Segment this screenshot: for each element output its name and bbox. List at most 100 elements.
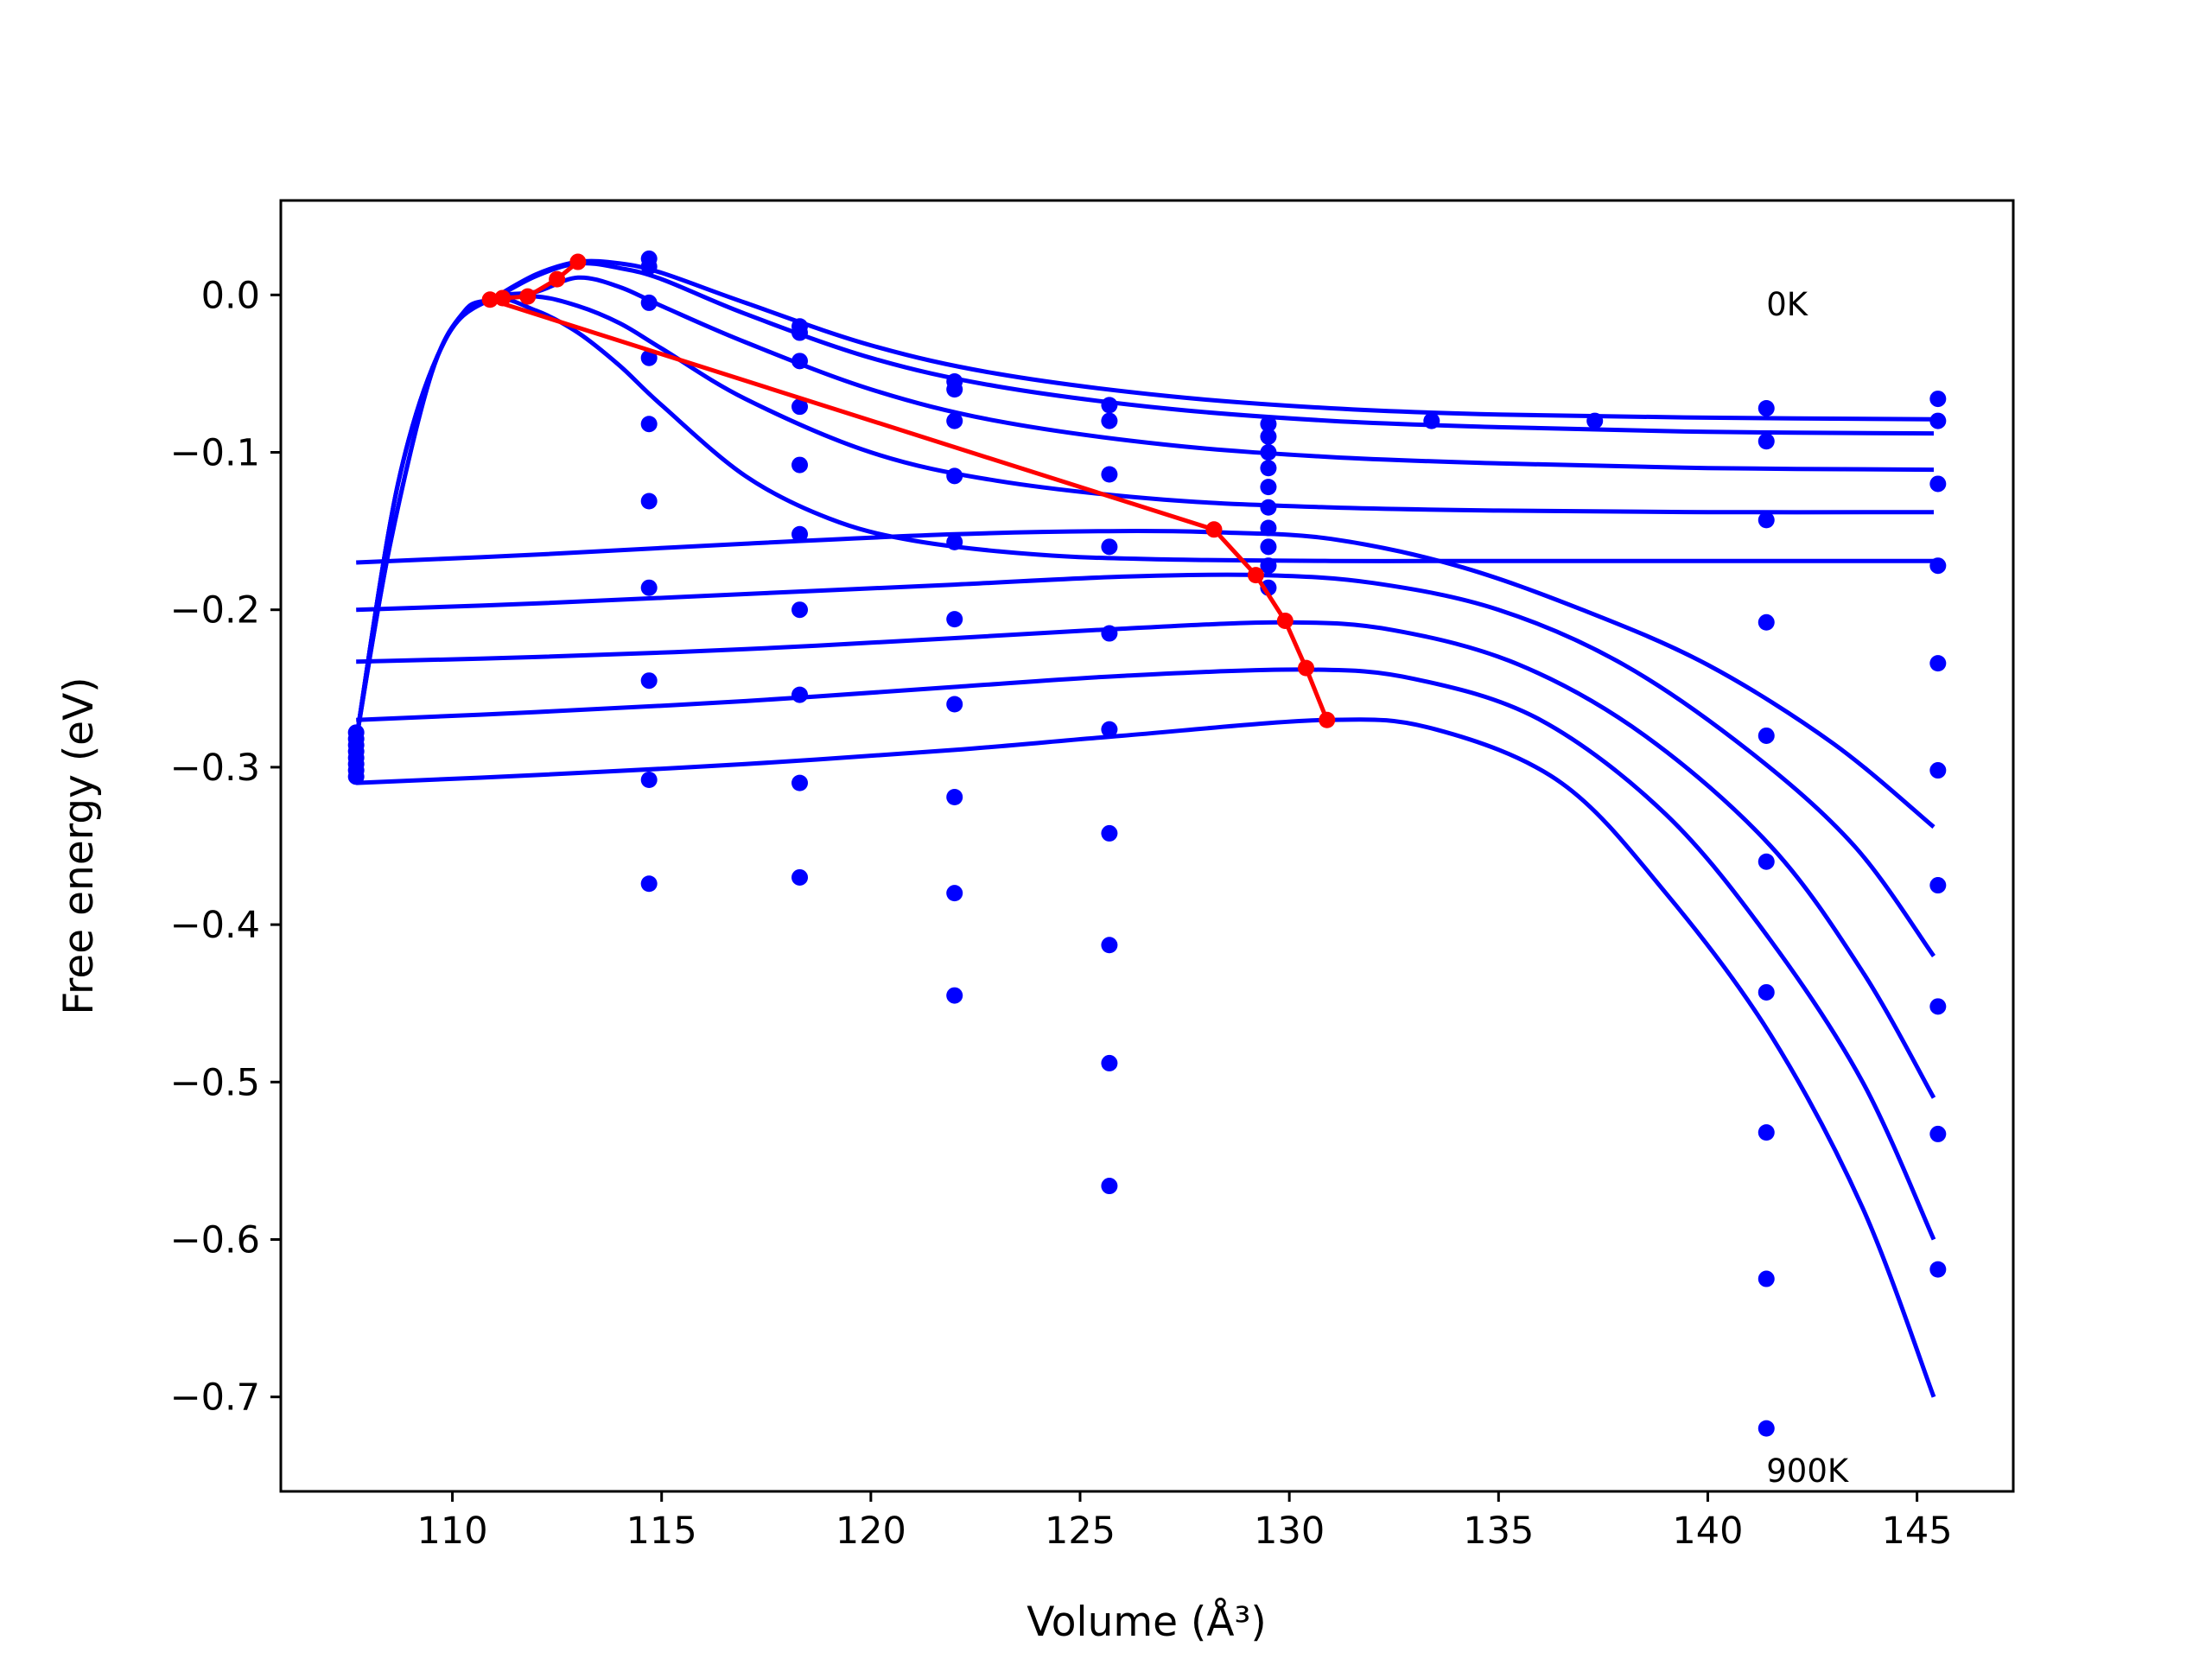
fitted-curve-6 xyxy=(356,529,1936,830)
data-point xyxy=(640,875,658,893)
data-point xyxy=(640,771,658,788)
x-tick-label: 125 xyxy=(1045,1510,1116,1553)
data-point xyxy=(1929,655,1947,672)
fitted-curve-8 xyxy=(356,620,1936,1099)
data-point xyxy=(1423,412,1440,429)
y-tick-label: −0.6 xyxy=(170,1218,260,1262)
data-point xyxy=(946,987,963,1004)
data-point xyxy=(1929,475,1947,493)
data-point xyxy=(1758,433,1775,450)
data-point xyxy=(347,768,365,785)
y-tick-label: 0.0 xyxy=(201,274,260,317)
fitted-curve-10 xyxy=(356,717,1936,1398)
annotations: 0K 900K xyxy=(1766,286,1850,1490)
data-point xyxy=(640,579,658,596)
data-point xyxy=(1929,1261,1947,1278)
data-point xyxy=(1758,983,1775,1001)
data-point xyxy=(946,885,963,902)
equilibrium-path xyxy=(481,253,1336,728)
x-axis-label: Volume (Å³) xyxy=(1027,1599,1266,1646)
y-tick-label: −0.1 xyxy=(170,432,260,475)
x-tick-label: 110 xyxy=(417,1510,488,1553)
data-point xyxy=(640,416,658,433)
data-point xyxy=(791,774,809,791)
data-point xyxy=(946,789,963,806)
equilibrium-point xyxy=(1319,711,1336,728)
y-tick-label: −0.4 xyxy=(170,904,260,947)
y-axis-ticks: 0.0 −0.1 −0.2 −0.3 −0.4 −0.5 −0.6 −0.7 xyxy=(170,274,281,1420)
equilibrium-point xyxy=(519,288,537,305)
x-tick-label: 130 xyxy=(1254,1510,1325,1553)
data-point xyxy=(640,493,658,510)
plot-frame xyxy=(279,199,2015,1493)
equilibrium-path-line xyxy=(487,260,1330,721)
data-point xyxy=(1929,557,1947,575)
data-point xyxy=(1758,1270,1775,1287)
data-point xyxy=(1101,412,1118,429)
data-point xyxy=(791,353,809,370)
fitted-curve-9 xyxy=(356,667,1936,1241)
data-point xyxy=(1260,428,1277,445)
fitted-curve-5 xyxy=(353,296,1934,741)
annotation-label: 900K xyxy=(1766,1452,1850,1490)
data-point xyxy=(1101,625,1118,642)
equilibrium-point xyxy=(569,253,587,270)
data-point xyxy=(1758,1420,1775,1437)
data-point xyxy=(791,601,809,619)
x-tick-label: 140 xyxy=(1672,1510,1743,1553)
data-point xyxy=(1101,466,1118,483)
data-point xyxy=(791,525,809,543)
data-point xyxy=(1101,824,1118,842)
data-point xyxy=(640,294,658,311)
data-point xyxy=(791,398,809,416)
equilibrium-point xyxy=(1298,659,1315,677)
data-point xyxy=(1260,538,1277,556)
y-tick-label: −0.2 xyxy=(170,589,260,632)
x-tick-label: 120 xyxy=(836,1510,906,1553)
data-point xyxy=(1260,499,1277,516)
data-point xyxy=(1260,416,1277,433)
equilibrium-point xyxy=(481,291,499,308)
data-point xyxy=(640,672,658,690)
data-point xyxy=(946,467,963,485)
y-tick-label: −0.7 xyxy=(170,1376,260,1420)
equilibrium-point xyxy=(1276,612,1294,629)
data-point xyxy=(1101,538,1118,556)
y-tick-label: −0.5 xyxy=(170,1061,260,1104)
data-point xyxy=(1101,1178,1118,1195)
data-point xyxy=(791,686,809,703)
equilibrium-point xyxy=(494,289,512,307)
data-point xyxy=(946,533,963,550)
data-point xyxy=(1101,721,1118,738)
data-point xyxy=(1101,1054,1118,1071)
data-point xyxy=(791,456,809,474)
data-point xyxy=(1260,479,1277,496)
data-point xyxy=(1929,998,1947,1015)
data-point xyxy=(1929,877,1947,894)
data-point xyxy=(640,258,658,276)
data-point xyxy=(1260,519,1277,537)
data-point xyxy=(946,381,963,398)
y-tick-label: −0.3 xyxy=(170,747,260,790)
fitted-curve-7 xyxy=(356,572,1936,957)
annotation-label: 0K xyxy=(1766,286,1809,323)
data-point xyxy=(1929,391,1947,408)
data-point xyxy=(1758,613,1775,631)
data-point xyxy=(1101,397,1118,414)
data-point xyxy=(1260,444,1277,461)
data-point xyxy=(946,696,963,713)
data-point xyxy=(791,324,809,341)
data-point xyxy=(1758,727,1775,744)
equilibrium-point xyxy=(1205,521,1223,538)
x-axis-ticks: 110 115 120 125 130 135 140 145 xyxy=(417,1491,1953,1553)
data-point xyxy=(791,868,809,886)
data-point xyxy=(1929,412,1947,429)
data-point xyxy=(946,412,963,429)
data-point xyxy=(1260,460,1277,477)
data-point xyxy=(1758,1124,1775,1141)
x-tick-label: 115 xyxy=(626,1510,697,1553)
data-point xyxy=(1260,557,1277,575)
data-point xyxy=(1101,937,1118,954)
data-point xyxy=(1758,512,1775,529)
